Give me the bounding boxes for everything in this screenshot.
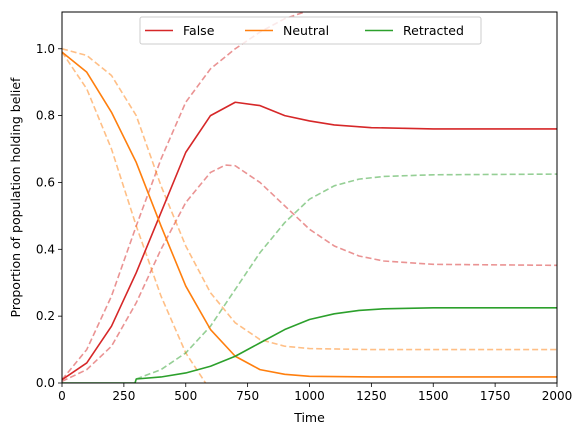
x-tick-label: 0 [58, 389, 66, 403]
x-tick-label: 2000 [542, 389, 573, 403]
series-layer [62, 12, 557, 383]
x-tick-label: 1750 [480, 389, 511, 403]
series-line-false [62, 101, 557, 381]
series-line-retracted [62, 306, 557, 383]
legend-box [139, 16, 482, 45]
x-tick-label: 250 [112, 389, 135, 403]
series-line-dashed-4 [62, 164, 557, 383]
ticks-layer: 0 250 500 750 1000 1250 1500 1750 2000 0.0 0.2 0.4 0… [36, 42, 572, 403]
y-tick-label: 0.0 [36, 376, 55, 390]
axes-frame [61, 11, 558, 384]
x-tick-label: 500 [174, 389, 197, 403]
legend-items: False Neutral Retracted [145, 23, 464, 38]
legend-label-false: False [183, 23, 215, 38]
y-tick-label: 1.0 [36, 42, 55, 56]
y-tick-label: 0.4 [36, 242, 55, 256]
x-tick-label: 1250 [356, 389, 387, 403]
legend-label-retracted: Retracted [403, 23, 464, 38]
series-line-dashed-7 [135, 173, 557, 380]
legend: False Neutral Retracted [139, 16, 482, 45]
series-line-neutral [62, 51, 557, 378]
x-tick-label: 750 [236, 389, 259, 403]
legend-label-neutral: Neutral [283, 23, 329, 38]
series-line-dashed-5 [62, 51, 207, 383]
y-tick-label: 0.8 [36, 109, 55, 123]
x-tick-label: 1000 [294, 389, 325, 403]
x-axis-label: Time [293, 410, 325, 425]
series-line-dashed-3 [62, 12, 305, 381]
series-line-dashed-6 [62, 47, 557, 351]
y-tick-label: 0.2 [36, 309, 55, 323]
y-axis-label: Proportion of population holding belief [8, 77, 23, 318]
y-tick-label: 0.6 [36, 175, 55, 189]
x-tick-label: 1500 [418, 389, 449, 403]
